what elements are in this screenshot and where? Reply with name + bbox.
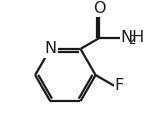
Text: NH: NH [121, 30, 145, 45]
Text: O: O [93, 1, 105, 16]
Text: N: N [44, 41, 56, 56]
Text: F: F [115, 78, 124, 93]
Text: 2: 2 [128, 34, 135, 47]
